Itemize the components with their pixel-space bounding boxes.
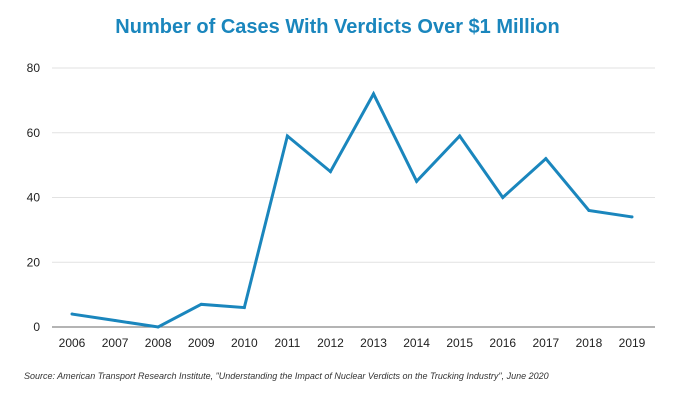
y-tick-label: 0 [33, 320, 40, 334]
y-tick-label: 80 [27, 61, 41, 75]
x-tick-label: 2019 [619, 336, 646, 350]
x-tick-label: 2010 [231, 336, 258, 350]
data-point [113, 319, 117, 323]
x-tick-label: 2009 [188, 336, 215, 350]
x-tick-label: 2012 [317, 336, 344, 350]
source-note: Source: American Transport Research Inst… [24, 371, 549, 381]
x-tick-label: 2008 [145, 336, 172, 350]
y-tick-label: 20 [27, 255, 41, 269]
x-tick-label: 2013 [360, 336, 387, 350]
data-point [328, 170, 332, 174]
y-tick-label: 40 [27, 191, 41, 205]
data-point [630, 215, 634, 219]
x-tick-label: 2006 [59, 336, 86, 350]
x-tick-label: 2014 [403, 336, 430, 350]
x-tick-label: 2017 [532, 336, 559, 350]
x-tick-label: 2007 [102, 336, 129, 350]
data-point [587, 208, 591, 212]
data-point [70, 312, 74, 316]
data-point [199, 302, 203, 306]
data-point [372, 92, 376, 96]
data-point [501, 196, 505, 199]
data-point [415, 179, 419, 183]
series-line [71, 90, 633, 329]
data-point [458, 134, 462, 138]
data-point [285, 134, 289, 138]
x-tick-label: 2011 [274, 336, 300, 350]
chart-title: Number of Cases With Verdicts Over $1 Mi… [115, 16, 560, 38]
data-point [242, 306, 246, 310]
x-tick-label: 2015 [446, 336, 473, 350]
data-point [156, 325, 160, 329]
x-tick-label: 2016 [489, 336, 516, 350]
y-tick-label: 60 [27, 126, 41, 140]
data-point [544, 157, 548, 161]
x-tick-label: 2018 [576, 336, 603, 350]
